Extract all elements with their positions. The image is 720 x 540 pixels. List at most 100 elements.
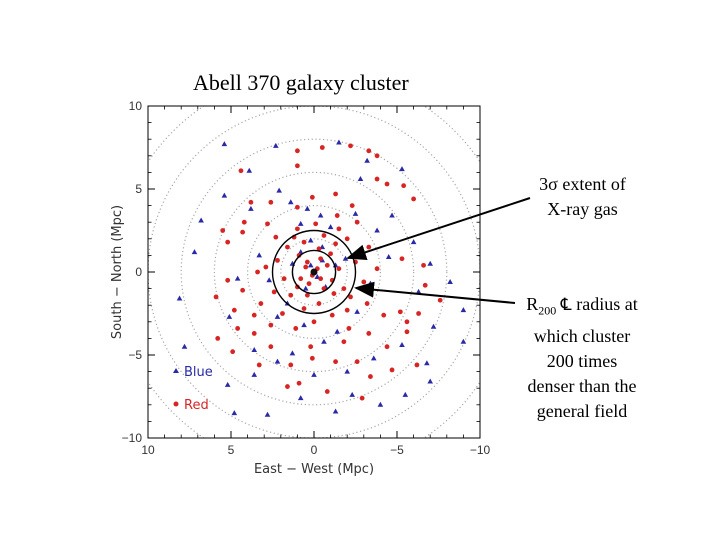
red-galaxy-point (354, 359, 360, 365)
red-galaxy-point (366, 244, 372, 250)
blue-galaxy-point (367, 280, 374, 286)
blue-galaxy-point (273, 142, 279, 148)
red-galaxy-point (298, 276, 304, 282)
r200-annotation-line5: general field (536, 400, 628, 421)
blue-galaxy-point (301, 322, 307, 328)
xray-annotation-line1: 3σ extent of (539, 174, 626, 194)
blue-galaxy-point (374, 227, 380, 233)
red-galaxy-point (295, 163, 300, 169)
blue-galaxy-point (354, 308, 360, 314)
blue-galaxy-point (289, 350, 296, 356)
legend-blue-marker (173, 368, 179, 373)
legend-red-label: Red (184, 398, 209, 413)
red-galaxy-point (318, 256, 324, 262)
y-tick-label: 0 (135, 265, 142, 279)
dotted-circle-6mpc (213, 171, 415, 373)
red-galaxy-point (295, 284, 300, 290)
blue-galaxy-point (302, 285, 309, 291)
red-galaxy-point (268, 322, 274, 328)
red-galaxy-point (225, 239, 231, 245)
blue-galaxy-point (297, 249, 304, 255)
blue-galaxy-point (317, 212, 324, 218)
red-galaxy-point (231, 307, 237, 313)
blue-galaxy-point (344, 368, 350, 374)
x-tick-label: 0 (311, 443, 318, 457)
blue-galaxy-point (336, 139, 342, 145)
blue-galaxy-point (399, 166, 405, 172)
red-galaxy-point (437, 297, 443, 303)
blue-galaxy-point (224, 381, 231, 387)
red-galaxy-point (404, 319, 410, 325)
red-galaxy-point (344, 307, 350, 313)
red-galaxy-point (306, 281, 312, 287)
red-galaxy-point (288, 362, 294, 368)
blue-galaxy-point (415, 288, 422, 294)
red-galaxy-point (273, 234, 279, 240)
blue-galaxy-point (399, 342, 405, 348)
red-galaxy-point (316, 301, 322, 306)
blue-galaxy-point (364, 157, 370, 163)
blue-galaxy-point (297, 220, 304, 226)
red-galaxy-point (220, 228, 226, 233)
blue-galaxy-point (385, 254, 392, 260)
blue-galaxy-point (334, 328, 341, 334)
blue-galaxy-point (402, 391, 409, 397)
dotted-circle-4mpc (247, 205, 382, 340)
red-galaxy-point (301, 306, 307, 311)
red-galaxy-point (304, 292, 310, 298)
red-galaxy-point (268, 199, 274, 205)
red-galaxy-point (364, 301, 370, 306)
blue-galaxy-point (460, 307, 467, 313)
red-galaxy-point (354, 219, 360, 225)
red-galaxy-point (268, 344, 274, 350)
red-galaxy-point (324, 262, 330, 268)
x-tick-label: −10 (470, 443, 491, 457)
blue-galaxy-point (389, 212, 395, 218)
red-galaxy-point (333, 241, 338, 247)
red-galaxy-point (251, 331, 257, 336)
blue-galaxy-point (231, 410, 238, 416)
y-tick-label: 5 (135, 182, 142, 196)
blue-galaxy-point (246, 167, 253, 173)
red-galaxy-point (401, 183, 407, 189)
red-galaxy-point (318, 276, 324, 282)
red-galaxy-point (359, 395, 365, 401)
red-galaxy-point (329, 312, 335, 318)
red-galaxy-point (421, 262, 426, 268)
red-galaxy-point (389, 367, 395, 373)
r200-circle (271, 229, 357, 315)
xray-3sigma-circle (291, 249, 337, 295)
blue-galaxy-point (234, 275, 241, 281)
blue-galaxy-point (256, 252, 263, 258)
red-galaxy-point (361, 279, 367, 285)
red-galaxy-point (295, 148, 300, 154)
blue-galaxy-point (198, 217, 204, 223)
red-galaxy-point (285, 384, 290, 389)
r200-annotation-line1: R200 ℄ radius at (526, 294, 638, 318)
red-galaxy-point (285, 244, 290, 250)
red-galaxy-point (366, 148, 372, 154)
red-galaxy-point (225, 277, 231, 283)
red-galaxy-point (295, 204, 300, 210)
red-galaxy-point (313, 221, 319, 227)
red-galaxy-point (321, 233, 327, 238)
red-galaxy-point (301, 239, 307, 245)
x-tick-label: 5 (228, 443, 235, 457)
red-galaxy-point (309, 194, 315, 200)
red-galaxy-point (344, 236, 350, 242)
blue-galaxy-point (424, 360, 430, 366)
blue-galaxy-point (304, 205, 311, 211)
red-galaxy-point (213, 294, 219, 300)
blue-galaxy-point (342, 255, 349, 261)
r200-annotation-line3: 200 times (546, 350, 618, 371)
red-galaxy-point (263, 264, 269, 270)
cluster-center-marker (310, 268, 318, 276)
red-galaxy-point (248, 199, 254, 205)
blue-galaxy-point (297, 395, 304, 401)
red-galaxy-point (296, 253, 302, 258)
red-galaxy-point (336, 266, 342, 272)
red-galaxy-point (303, 264, 309, 270)
red-galaxy-point (381, 312, 387, 318)
r200-annotation: R200 ℄ radius at which cluster 200 times… (512, 292, 652, 424)
red-galaxy-point (348, 294, 353, 300)
